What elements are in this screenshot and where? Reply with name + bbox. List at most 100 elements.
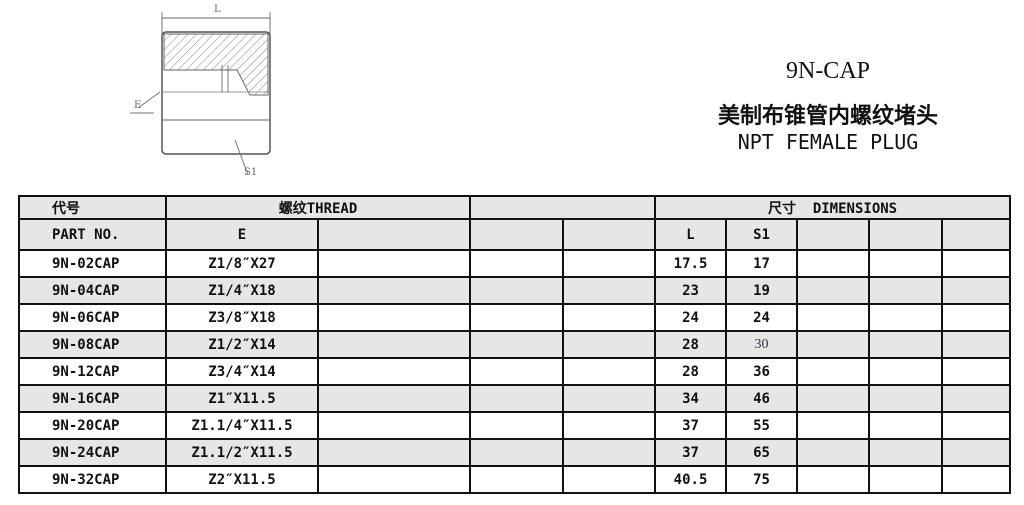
- s1-cell: 30: [725, 330, 799, 359]
- label-e: E: [134, 100, 141, 111]
- s1-cell: 55: [725, 411, 799, 440]
- part-cell: 9N-32CAP: [18, 465, 167, 494]
- part-cell: 9N-02CAP: [18, 249, 167, 278]
- table-row: 9N-02CAP Z1/8″X27 17.5 17: [18, 249, 1012, 278]
- empty-cell: [868, 411, 944, 440]
- part-cell: 9N-04CAP: [18, 276, 167, 305]
- empty-cell: [562, 384, 657, 413]
- thread-cell: Z1/8″X27: [165, 249, 319, 278]
- empty-cell: [469, 330, 565, 359]
- l-cell: 37: [654, 438, 728, 467]
- empty-cell: [941, 249, 1012, 278]
- empty-cell: [868, 465, 944, 494]
- part-cell: 9N-20CAP: [18, 411, 167, 440]
- empty-cell: [796, 357, 871, 386]
- table-row: 9N-12CAP Z3/4″X14 28 36: [18, 357, 1012, 386]
- empty-cell: [469, 465, 565, 494]
- table-row: 9N-06CAP Z3/8″X18 24 24: [18, 303, 1012, 332]
- empty-cell: [469, 438, 565, 467]
- specifications-table: 代号 螺纹THREAD 尺寸 DIMENSIONS PART NO. E L S…: [18, 195, 1012, 494]
- empty-cell: [941, 411, 1012, 440]
- header-s1: S1: [725, 218, 799, 251]
- empty-cell: [469, 411, 565, 440]
- empty-cell: [562, 303, 657, 332]
- header-part-cn: 代号: [18, 195, 167, 220]
- empty-cell: [868, 303, 944, 332]
- empty-cell: [562, 330, 657, 359]
- empty-cell: [316, 411, 472, 440]
- empty-cell: [868, 438, 944, 467]
- product-name-cn: 美制布锥管内螺纹堵头: [717, 104, 938, 129]
- empty-cell: [469, 276, 565, 305]
- header-part-en: PART NO.: [18, 218, 167, 251]
- empty-cell: [941, 357, 1012, 386]
- empty-cell: [796, 249, 871, 278]
- s1-cell: 75: [725, 465, 799, 494]
- empty-cell: [562, 249, 657, 278]
- empty-cell: [796, 330, 871, 359]
- header-e: E: [165, 218, 319, 251]
- empty-cell: [868, 249, 944, 278]
- empty-cell: [796, 218, 871, 251]
- thread-cell: Z3/4″X14: [165, 357, 319, 386]
- table-row: 9N-20CAP Z1.1/4″X11.5 37 55: [18, 411, 1012, 440]
- s1-cell: 17: [725, 249, 799, 278]
- empty-cell: [562, 438, 657, 467]
- empty-cell: [941, 465, 1012, 494]
- empty-cell: [941, 218, 1012, 251]
- empty-cell: [316, 384, 472, 413]
- empty-cell: [941, 303, 1012, 332]
- empty-cell: [796, 384, 871, 413]
- empty-cell: [796, 411, 871, 440]
- l-cell: 37: [654, 411, 728, 440]
- table-row: 9N-16CAP Z1″X11.5 34 46: [18, 384, 1012, 413]
- empty-cell: [316, 465, 472, 494]
- empty-cell: [796, 276, 871, 305]
- empty-cell: [868, 276, 944, 305]
- label-l: L: [214, 4, 221, 15]
- header-blank: [469, 195, 657, 220]
- s1-cell: 65: [725, 438, 799, 467]
- product-code: 9N-CAP: [785, 58, 870, 84]
- product-name-en: NPT FEMALE PLUG: [737, 130, 919, 154]
- empty-cell: [796, 303, 871, 332]
- s1-cell: 24: [725, 303, 799, 332]
- empty-cell: [562, 465, 657, 494]
- header-l: L: [654, 218, 728, 251]
- empty-cell: [316, 303, 472, 332]
- thread-cell: Z1.1/4″X11.5: [165, 411, 319, 440]
- header-thread: 螺纹THREAD: [164, 195, 472, 220]
- empty-cell: [469, 303, 565, 332]
- cap-drawing: L E S1: [130, 4, 271, 178]
- empty-cell: [941, 276, 1012, 305]
- empty-cell: [868, 218, 944, 251]
- part-cell: 9N-12CAP: [18, 357, 167, 386]
- part-cell: 9N-08CAP: [18, 330, 167, 359]
- thread-cell: Z1/4″X18: [165, 276, 319, 305]
- l-cell: 28: [654, 330, 728, 359]
- header-dimensions: 尺寸 DIMENSIONS: [654, 195, 1012, 220]
- empty-cell: [562, 218, 657, 251]
- part-cell: 9N-06CAP: [18, 303, 167, 332]
- l-cell: 24: [654, 303, 728, 332]
- empty-cell: [868, 384, 944, 413]
- empty-cell: [796, 438, 871, 467]
- empty-cell: [316, 276, 472, 305]
- thread-cell: Z3/8″X18: [165, 303, 319, 332]
- l-cell: 28: [654, 357, 728, 386]
- part-cell: 9N-16CAP: [18, 384, 167, 413]
- table-row: 9N-32CAP Z2″X11.5 40.5 75: [18, 465, 1012, 494]
- empty-cell: [469, 384, 565, 413]
- empty-cell: [868, 330, 944, 359]
- thread-cell: Z1/2″X14: [165, 330, 319, 359]
- empty-cell: [941, 384, 1012, 413]
- l-cell: 34: [654, 384, 728, 413]
- empty-cell: [316, 330, 472, 359]
- empty-cell: [562, 357, 657, 386]
- l-cell: 17.5: [654, 249, 728, 278]
- empty-cell: [469, 357, 565, 386]
- empty-cell: [796, 465, 871, 494]
- s1-cell: 36: [725, 357, 799, 386]
- empty-cell: [316, 249, 472, 278]
- empty-cell: [562, 411, 657, 440]
